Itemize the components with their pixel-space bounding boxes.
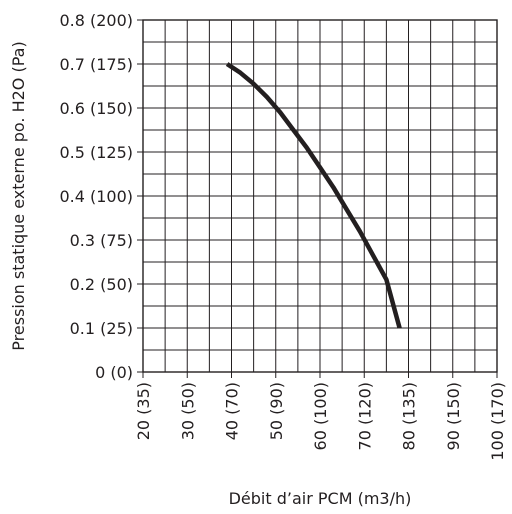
y-tick-label: 0.2 (50) — [70, 275, 133, 294]
grid — [137, 19, 498, 378]
y-axis-label: Pression statique externe po. H2O (Pa) — [9, 41, 28, 350]
series-line — [225, 62, 402, 329]
series-layer — [225, 62, 402, 329]
x-tick-label: 90 (150) — [444, 382, 463, 450]
y-tick-label: 0.8 (200) — [59, 11, 133, 30]
y-tick-label: 0.1 (25) — [70, 319, 133, 338]
x-axis-label: Débit d’air PCM (m3/h) — [229, 489, 412, 508]
y-tick-label: 0 (0) — [95, 363, 133, 382]
x-tick-label: 20 (35) — [134, 382, 153, 440]
x-tick-label: 60 (100) — [311, 382, 330, 450]
y-tick-label: 0.3 (75) — [70, 231, 133, 250]
y-tick-label: 0.4 (100) — [59, 187, 133, 206]
y-tick-label: 0.7 (175) — [59, 55, 133, 74]
y-tick-labels: 0 (0) 0.1 (25) 0.2 (50) 0.3 (75) 0.4 (100) 0.… — [59, 11, 133, 382]
x-tick-label: 50 (90) — [267, 382, 286, 440]
x-tick-label: 80 (135) — [400, 382, 419, 450]
y-tick-label: 0.5 (125) — [59, 143, 133, 162]
x-tick-labels: 20 (35) 30 (50) 40 (70) 50 (90) 60 (100) 70 (… — [134, 382, 507, 461]
y-tick-label: 0.6 (150) — [59, 99, 133, 118]
x-tick-label: 100 (170) — [488, 382, 507, 461]
x-tick-label: 30 (50) — [178, 382, 197, 440]
plot-frame — [142, 19, 498, 373]
x-tick-label: 70 (120) — [355, 382, 374, 450]
x-tick-label: 40 (70) — [223, 382, 242, 440]
